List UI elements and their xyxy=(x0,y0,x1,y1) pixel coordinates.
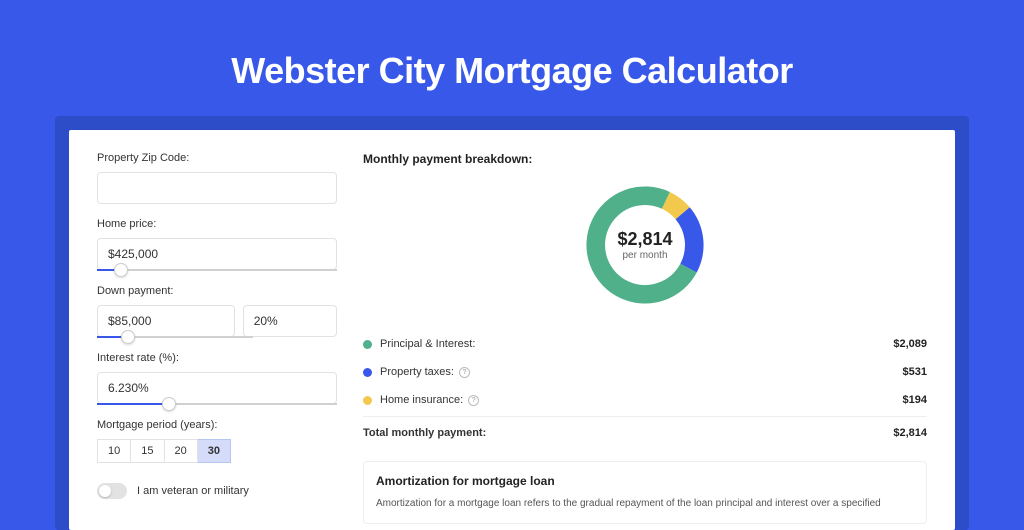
period-label: Mortgage period (years): xyxy=(97,419,337,431)
interest-label: Interest rate (%): xyxy=(97,352,337,364)
taxes-value: $531 xyxy=(903,366,927,378)
home-price-label: Home price: xyxy=(97,218,337,230)
insurance-info-icon[interactable]: ? xyxy=(468,395,479,406)
total-value: $2,814 xyxy=(893,427,927,439)
legend: Principal & Interest:$2,089Property taxe… xyxy=(363,330,927,414)
panel-shadow: Property Zip Code: Home price: Down paym… xyxy=(55,116,969,530)
down-payment-pct-input[interactable] xyxy=(243,305,337,337)
calculator-panel: Property Zip Code: Home price: Down paym… xyxy=(69,130,955,530)
donut-chart: $2,814 per month xyxy=(580,180,710,310)
period-field: Mortgage period (years): 10152030 xyxy=(97,419,337,463)
veteran-label: I am veteran or military xyxy=(137,485,249,497)
page-title: Webster City Mortgage Calculator xyxy=(55,50,969,92)
legend-row-taxes: Property taxes:?$531 xyxy=(363,358,927,386)
interest-input[interactable] xyxy=(97,372,337,404)
taxes-dot-icon xyxy=(363,368,372,377)
principal-label: Principal & Interest: xyxy=(380,338,893,350)
amortization-box: Amortization for mortgage loan Amortizat… xyxy=(363,461,927,524)
veteran-row: I am veteran or military xyxy=(97,483,337,499)
down-payment-input[interactable] xyxy=(97,305,235,337)
total-label: Total monthly payment: xyxy=(363,427,893,439)
breakdown-column: Monthly payment breakdown: $2,814 per mo… xyxy=(363,152,927,508)
interest-field: Interest rate (%): xyxy=(97,352,337,405)
legend-row-insurance: Home insurance:?$194 xyxy=(363,386,927,414)
period-button-30[interactable]: 30 xyxy=(198,439,231,463)
home-price-slider[interactable] xyxy=(97,269,337,271)
interest-slider[interactable] xyxy=(97,403,337,405)
home-price-input[interactable] xyxy=(97,238,337,270)
insurance-value: $194 xyxy=(903,394,927,406)
interest-slider-thumb[interactable] xyxy=(162,397,176,411)
period-button-group: 10152030 xyxy=(97,439,337,463)
down-payment-field: Down payment: xyxy=(97,285,337,338)
insurance-dot-icon xyxy=(363,396,372,405)
veteran-toggle[interactable] xyxy=(97,483,127,499)
breakdown-title: Monthly payment breakdown: xyxy=(363,152,927,166)
principal-value: $2,089 xyxy=(893,338,927,350)
taxes-info-icon[interactable]: ? xyxy=(459,367,470,378)
amortization-title: Amortization for mortgage loan xyxy=(376,474,914,488)
form-column: Property Zip Code: Home price: Down paym… xyxy=(97,152,337,508)
donut-chart-wrap: $2,814 per month xyxy=(363,180,927,310)
total-row: Total monthly payment: $2,814 xyxy=(363,416,927,447)
zip-input[interactable] xyxy=(97,172,337,204)
home-price-slider-thumb[interactable] xyxy=(114,263,128,277)
taxes-label: Property taxes:? xyxy=(380,366,903,378)
amortization-text: Amortization for a mortgage loan refers … xyxy=(376,496,914,511)
period-button-15[interactable]: 15 xyxy=(131,439,164,463)
zip-field: Property Zip Code: xyxy=(97,152,337,204)
donut-center: $2,814 per month xyxy=(580,180,710,310)
donut-sub: per month xyxy=(622,250,667,261)
period-button-20[interactable]: 20 xyxy=(165,439,198,463)
down-payment-label: Down payment: xyxy=(97,285,337,297)
period-button-10[interactable]: 10 xyxy=(97,439,131,463)
zip-label: Property Zip Code: xyxy=(97,152,337,164)
down-payment-slider-thumb[interactable] xyxy=(121,330,135,344)
down-payment-slider[interactable] xyxy=(97,336,253,338)
veteran-toggle-knob xyxy=(99,485,111,497)
home-price-field: Home price: xyxy=(97,218,337,271)
legend-row-principal: Principal & Interest:$2,089 xyxy=(363,330,927,358)
donut-amount: $2,814 xyxy=(617,229,672,250)
principal-dot-icon xyxy=(363,340,372,349)
insurance-label: Home insurance:? xyxy=(380,394,903,406)
